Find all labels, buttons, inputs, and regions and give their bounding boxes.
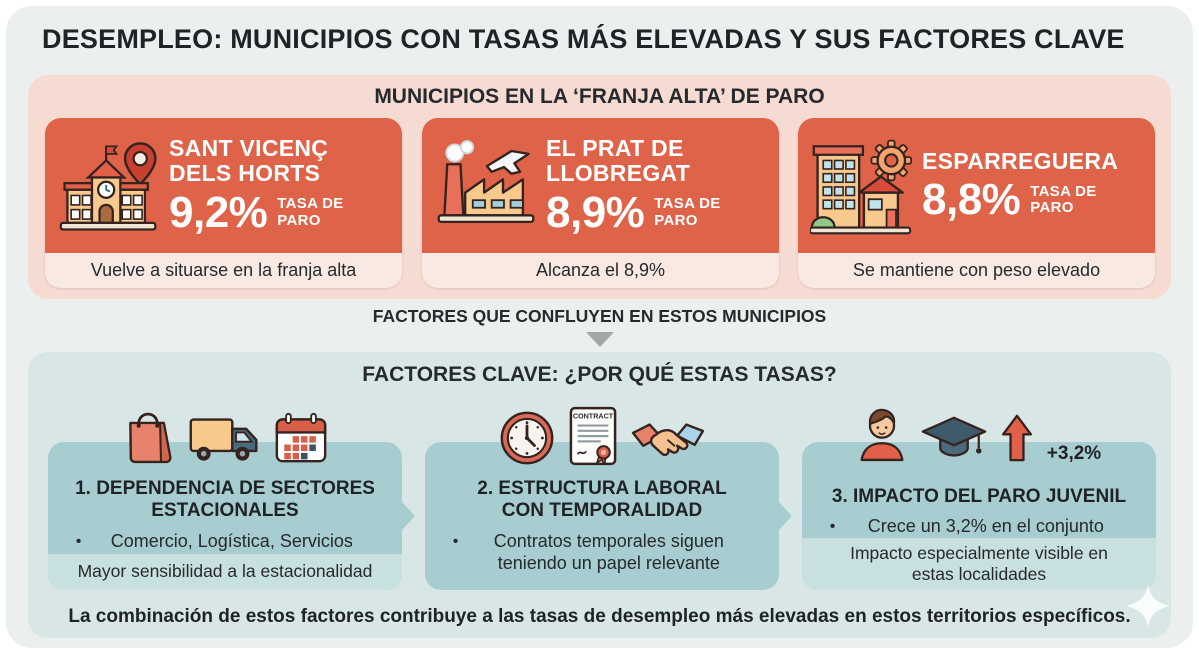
arrow-increase-label: +3,2% xyxy=(1046,443,1102,464)
bullet-marker: • xyxy=(75,532,82,550)
rate-label: TASA DE PARO xyxy=(277,195,344,229)
buildings-and-gear-icon xyxy=(808,137,916,235)
factor-note: Mayor sensibilidad a la estacionalidad xyxy=(48,554,402,590)
municipality-text: SANT VICENÇ DELS HORTS 9,2% TASA DE PARO xyxy=(169,136,390,234)
municipality-note: Se mantiene con peso elevado xyxy=(798,253,1155,288)
municipality-card-body: SANT VICENÇ DELS HORTS 9,2% TASA DE PARO xyxy=(45,118,402,253)
rate-label: TASA DE PARO xyxy=(654,195,721,229)
conclusion-text: La combinación de estos factores contrib… xyxy=(68,606,1131,627)
handshake-icon xyxy=(631,420,705,471)
factory-and-airplane-icon xyxy=(432,137,540,235)
graduation-cap-icon xyxy=(921,414,987,467)
factor-bullet: • Contratos temporales siguen teniendo u… xyxy=(425,530,779,575)
factor-card-paro-juvenil: +3,2% 3. IMPACTO DEL PARO JUVENIL • Crec… xyxy=(802,408,1156,590)
shopping-bag-icon xyxy=(122,406,174,469)
rate-row: 9,2% TASA DE PARO xyxy=(169,187,390,237)
municipality-card-body: EL PRAT DE LLOBREGAT 8,9% TASA DE PARO xyxy=(422,118,779,253)
municipios-panel: MUNICIPIOS EN LA ‘FRANJA ALTA’ DE PARO xyxy=(28,75,1171,299)
connector-label: FACTORES QUE CONFLUYEN EN ESTOS MUNICIPI… xyxy=(372,306,827,326)
calendar-icon xyxy=(274,412,328,469)
municipality-note: Vuelve a situarse en la franja alta xyxy=(45,253,402,288)
rate-row: 8,8% TASA DE PARO xyxy=(922,178,1143,222)
factores-panel: FACTORES CLAVE: ¿POR QUÉ ESTAS TASAS? xyxy=(28,352,1171,638)
municipality-text: EL PRAT DE LLOBREGAT 8,9% TASA DE PARO xyxy=(546,136,767,234)
municipality-card-el-prat: EL PRAT DE LLOBREGAT 8,9% TASA DE PARO A… xyxy=(422,118,779,288)
factor-note: Impacto especialmente visible en estas l… xyxy=(802,538,1156,590)
bullet-marker: • xyxy=(829,518,836,536)
rate-label: TASA DE PARO xyxy=(1030,182,1097,217)
contract-document-icon: CONTRACT xyxy=(569,406,617,471)
contract-label: CONTRACT xyxy=(573,412,614,421)
factor-icons-row: +3,2% xyxy=(802,406,1156,467)
factor-title: 3. IMPACTO DEL PARO JUVENIL xyxy=(831,486,1127,507)
content-background: DESEMPLEO: MUNICIPIOS CON TASAS MÁS ELEV… xyxy=(6,6,1193,648)
clock-icon xyxy=(499,410,555,471)
factores-panel-header: FACTORES CLAVE: ¿POR QUÉ ESTAS TASAS? xyxy=(362,363,837,386)
up-arrow-icon xyxy=(1001,414,1033,467)
delivery-truck-icon xyxy=(188,412,260,469)
arrow-down-icon xyxy=(585,332,614,347)
factor-icons-row: CONTRACT xyxy=(425,406,779,471)
town-hall-and-location-pin-icon xyxy=(55,137,163,235)
municipality-name: ESPARREGUERA xyxy=(922,147,1119,174)
bullet-marker: • xyxy=(452,532,459,550)
municipality-card-body: ESPARREGUERA 8,8% TASA DE PARO xyxy=(798,118,1155,253)
municipality-name: EL PRAT DE LLOBREGAT xyxy=(546,135,691,186)
factor-card-sectores-estacionales: 1. DEPENDENCIA DE SECTORES ESTACIONALES … xyxy=(48,412,402,590)
municipality-note: Alcanza el 8,9% xyxy=(422,253,779,288)
municipality-name: SANT VICENÇ DELS HORTS xyxy=(169,135,329,186)
factor-card-estructura-laboral: CONTRACT xyxy=(425,406,779,590)
unemployment-rate: 9,2% xyxy=(169,187,268,237)
factor-bullet-text: Contratos temporales siguen teniendo un … xyxy=(493,530,724,574)
young-person-icon xyxy=(857,406,907,467)
factor-title: 2. ESTRUCTURA LABORAL CON TEMPORALIDAD xyxy=(477,478,727,522)
municipality-text: ESPARREGUERA 8,8% TASA DE PARO xyxy=(922,149,1143,223)
factor-title: 1. DEPENDENCIA DE SECTORES ESTACIONALES xyxy=(75,478,375,522)
municipios-panel-header: MUNICIPIOS EN LA ‘FRANJA ALTA’ DE PARO xyxy=(374,85,825,108)
municipality-card-esparreguera: ESPARREGUERA 8,8% TASA DE PARO Se mantie… xyxy=(798,118,1155,288)
unemployment-rate: 8,9% xyxy=(546,187,645,237)
sparkle-icon xyxy=(1124,582,1172,635)
municipality-card-sant-vicenc: SANT VICENÇ DELS HORTS 9,2% TASA DE PARO… xyxy=(45,118,402,288)
page-title: DESEMPLEO: MUNICIPIOS CON TASAS MÁS ELEV… xyxy=(42,24,1125,54)
factor-icons-row xyxy=(48,406,402,469)
unemployment-rate: 8,8% xyxy=(922,175,1021,225)
rate-row: 8,9% TASA DE PARO xyxy=(546,187,767,237)
